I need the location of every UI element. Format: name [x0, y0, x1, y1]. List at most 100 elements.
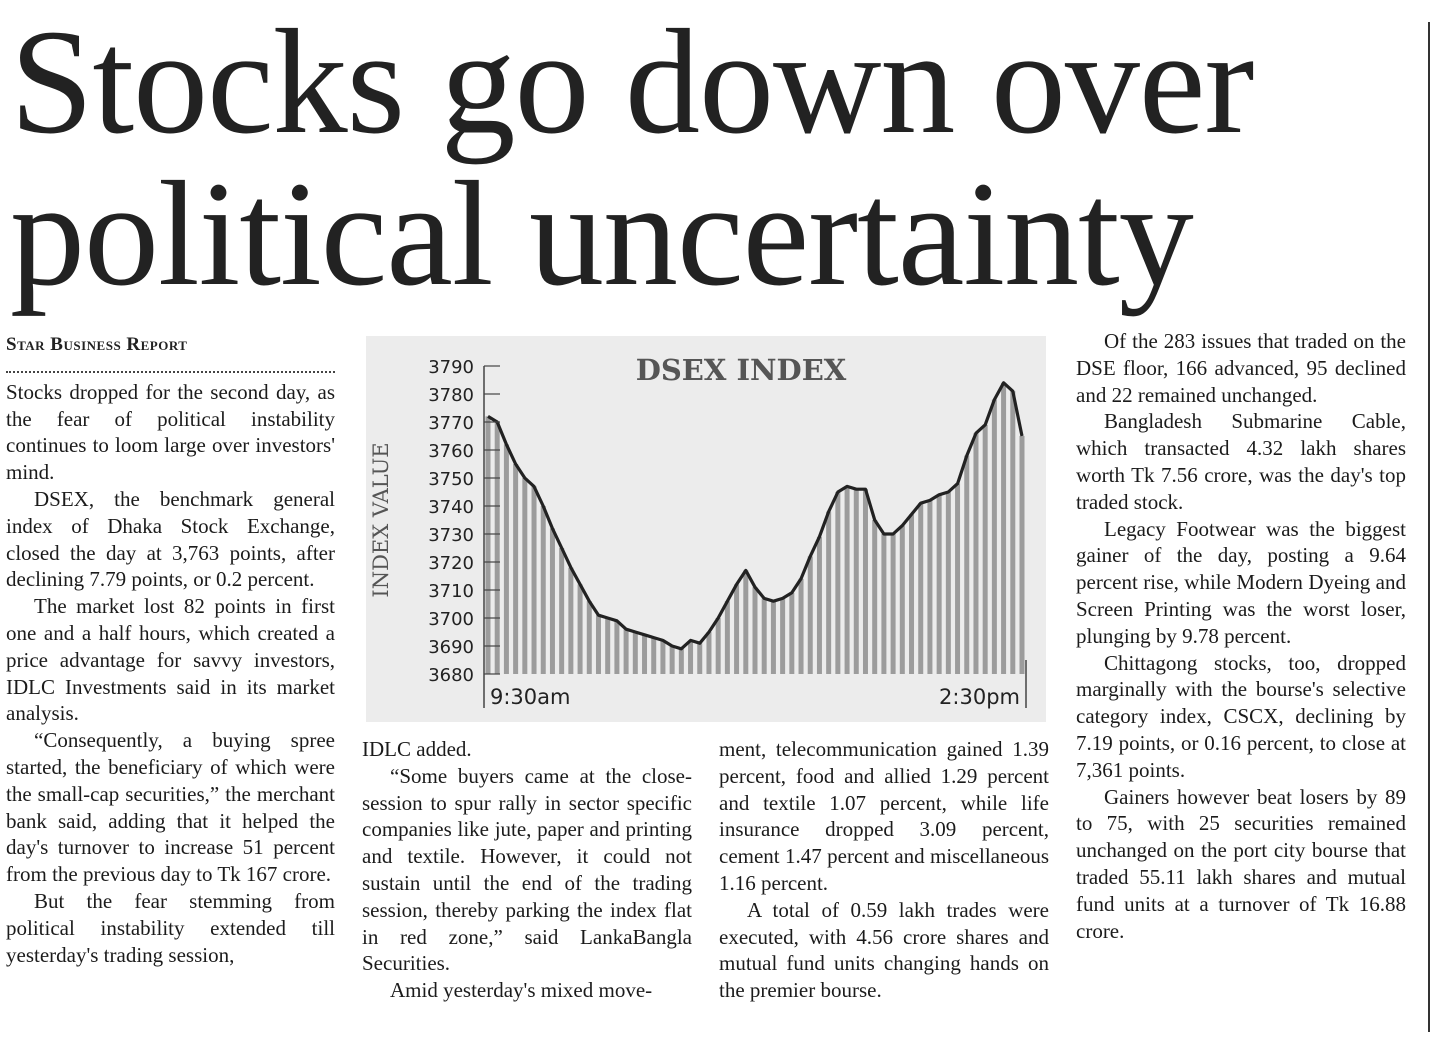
chart-bar	[826, 511, 832, 674]
chart-bar	[761, 598, 767, 674]
paragraph: Legacy Footwear was the biggest gainer o…	[1076, 516, 1406, 648]
y-tick-label: 3780	[428, 385, 474, 406]
chart-bar	[789, 592, 795, 674]
chart-bar	[964, 455, 970, 674]
chart-bar	[1001, 382, 1007, 674]
chart-bar	[688, 640, 694, 674]
paragraph: But the fear stemming from political ins…	[6, 888, 335, 967]
paragraph: Amid yesterday's mixed move-	[390, 978, 653, 1003]
chart-bar	[715, 618, 721, 674]
chart-bar	[927, 500, 933, 674]
column-rule	[1428, 22, 1430, 1032]
chart-bar	[724, 601, 730, 674]
article-column-4: Of the 283 issues that traded on the DSE…	[1076, 328, 1406, 944]
chart-bar	[540, 506, 546, 674]
chart-bar	[623, 629, 629, 674]
chart-bar	[549, 528, 555, 674]
chart-bar	[945, 492, 951, 674]
paragraph: “Some buyers came at the close-session t…	[362, 763, 692, 976]
y-tick-label: 3760	[428, 441, 474, 462]
headline: Stocks go down over political uncertaint…	[10, 0, 1254, 317]
chart-bar	[503, 444, 509, 674]
paragraph: A total of 0.59 lakh trades were execute…	[719, 897, 1049, 1003]
chart-bar	[752, 587, 758, 674]
y-tick-label: 3700	[428, 609, 474, 630]
chart-bar	[642, 634, 648, 674]
x-tick-label: 9:30am	[490, 685, 570, 709]
dsex-chart: DSEX INDEX INDEX VALUE 3680 3690 3700 3710 372…	[366, 336, 1046, 722]
chart-bar	[991, 399, 997, 674]
series-line	[487, 381, 1024, 651]
chart-bar	[881, 534, 887, 674]
article-column-3: ment, telecommunication gained 1.39 perc…	[719, 736, 1049, 1004]
paragraph: Gainers however beat losers by 89 to 75,…	[1076, 784, 1406, 943]
y-tick-label: 3690	[428, 637, 474, 658]
chart-bar	[955, 483, 961, 674]
chart-bar	[706, 632, 712, 674]
y-tick-label: 3680	[428, 665, 474, 686]
y-tick-label: 3770	[428, 413, 474, 434]
chart-bar	[816, 536, 822, 674]
chart-bar	[522, 478, 528, 674]
chart-bar	[973, 433, 979, 674]
chart-svg: DSEX INDEX INDEX VALUE 3680 3690 3700 3710 372…	[369, 353, 1027, 709]
article-column-1: Star Business Report Stocks dropped for …	[6, 332, 335, 968]
chart-bar	[605, 618, 611, 674]
chart-bar	[669, 646, 675, 674]
chart-bar	[890, 534, 896, 674]
chart-bar	[798, 578, 804, 674]
chart-bar	[872, 520, 878, 674]
chart-bar	[743, 570, 749, 674]
chart-bar	[1010, 391, 1016, 674]
chart-bar	[780, 598, 786, 674]
y-tick-label: 3740	[428, 497, 474, 518]
y-tick-label: 3710	[428, 581, 474, 602]
paragraph: “Consequently, a buying spree started, t…	[6, 728, 335, 887]
chart-bar	[1019, 436, 1025, 674]
chart-bar	[632, 632, 638, 674]
chart-bar	[559, 548, 565, 674]
paragraph: Bangladesh Submarine Cable, which transa…	[1076, 409, 1406, 514]
chart-bar	[614, 620, 620, 674]
chart-bar	[568, 567, 574, 674]
chart-bar	[936, 494, 942, 674]
y-tick-label: 3730	[428, 525, 474, 546]
paragraph: Stocks dropped for the second day, as th…	[6, 379, 335, 485]
chart-bar	[770, 601, 776, 674]
y-tick-label: 3750	[428, 469, 474, 490]
chart-bar	[844, 486, 850, 674]
chart-bar	[485, 416, 491, 674]
chart-title: DSEX INDEX	[636, 353, 847, 387]
paragraph: The market lost 82 points in first one a…	[6, 594, 335, 726]
paragraph: ment, telecommunication gained 1.39 perc…	[719, 737, 1049, 895]
chart-bar	[734, 584, 740, 674]
article-column-2: IDLC added. “Some buyers came at the clos…	[362, 736, 692, 1004]
paragraph: DSEX, the benchmark general index of Dha…	[6, 486, 335, 592]
byline: Star Business Report	[6, 332, 335, 373]
chart-bar	[494, 422, 500, 674]
chart-bar	[531, 486, 537, 674]
chart-bar	[807, 556, 813, 674]
chart-bar	[862, 489, 868, 674]
chart-bar	[835, 492, 841, 674]
chart-bar	[595, 615, 601, 674]
chart-bar	[899, 525, 905, 674]
chart-bar	[697, 643, 703, 674]
chart-bar	[651, 637, 657, 674]
chart-bar	[513, 464, 519, 674]
paragraph: Of the 283 issues that traded on the DSE…	[1076, 329, 1406, 407]
y-tick-label: 3720	[428, 553, 474, 574]
chart-bar	[982, 424, 988, 674]
chart-bar	[918, 503, 924, 674]
paragraph: IDLC added.	[362, 737, 472, 761]
chart-bar	[660, 640, 666, 674]
chart-bar	[577, 584, 583, 674]
chart-bar	[678, 648, 684, 674]
chart-bar	[586, 601, 592, 674]
y-tick-label: 3790	[428, 357, 474, 378]
x-tick-label: 2:30pm	[939, 685, 1020, 709]
chart-bar	[909, 514, 915, 674]
chart-bar	[853, 489, 859, 674]
paragraph: Chittagong stocks, too, dropped marginal…	[1076, 650, 1406, 782]
y-axis-label: INDEX VALUE	[369, 442, 393, 597]
